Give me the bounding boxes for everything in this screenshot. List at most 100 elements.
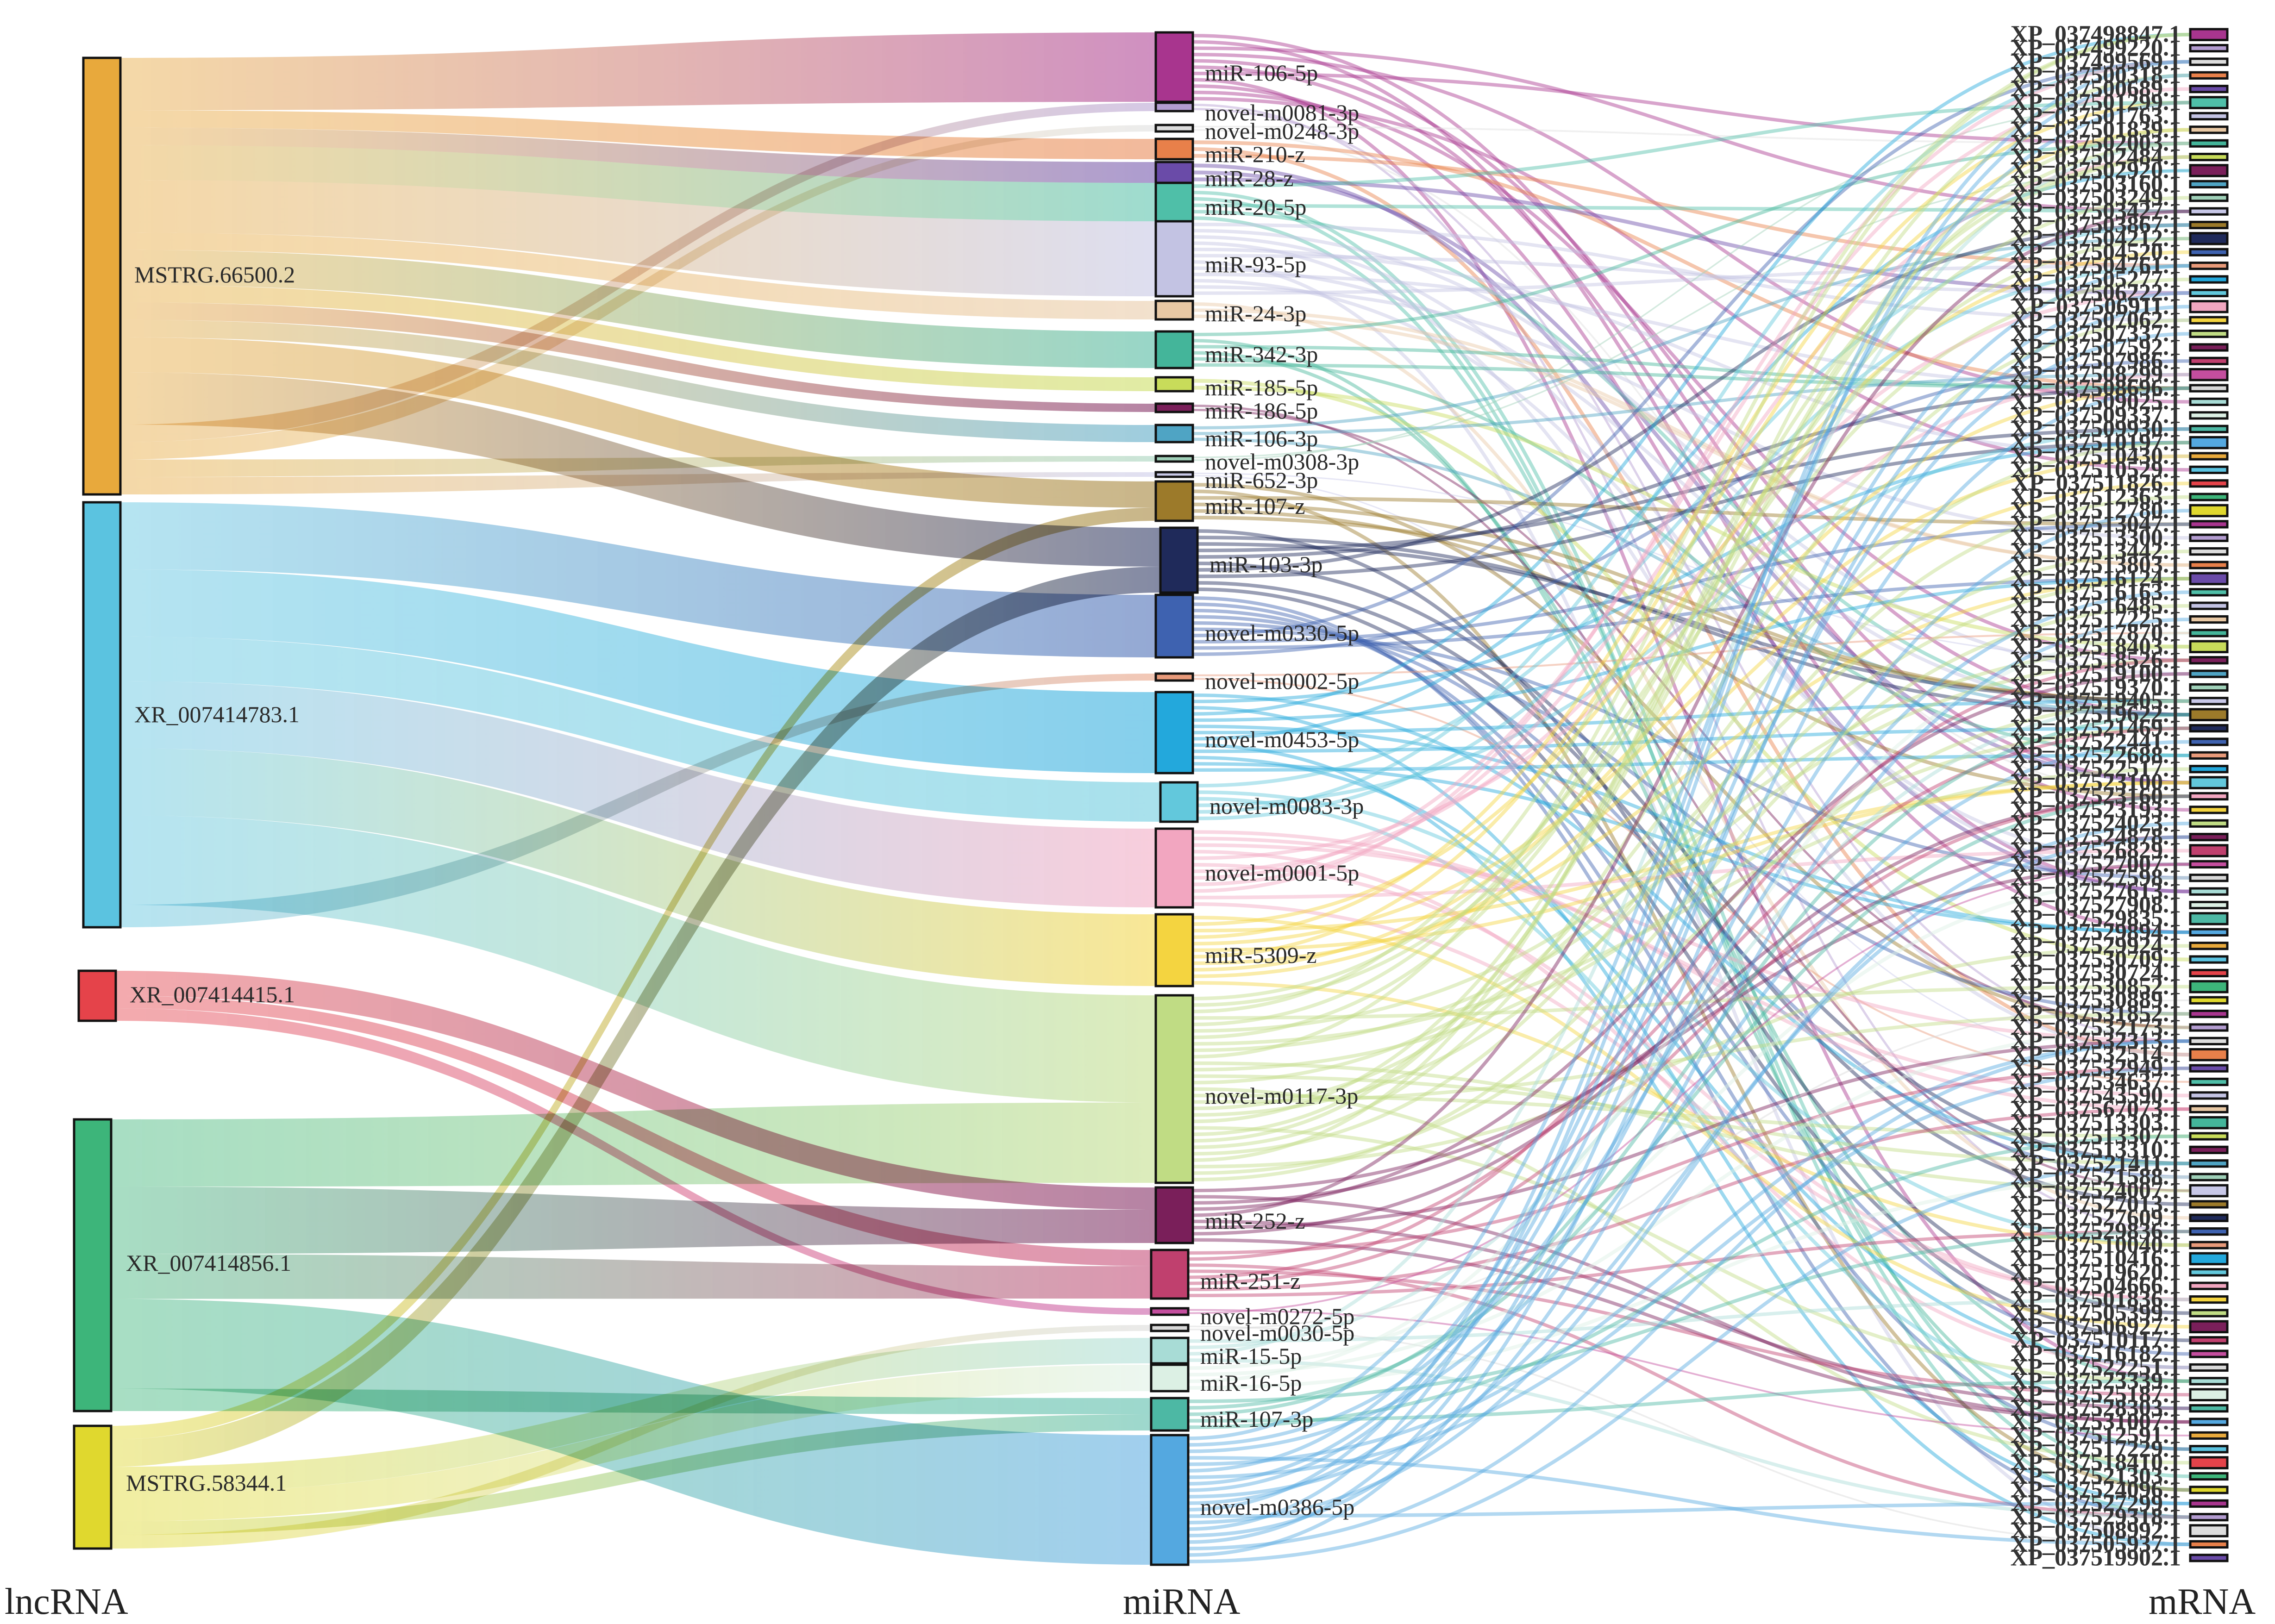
mrna-node xyxy=(2189,1132,2229,1141)
link-mstrg-66500-2-mir-93-5p xyxy=(120,180,1156,296)
mrna-label: XP_037507062.1 xyxy=(2011,307,2181,333)
lncrna-label-mstrg-58344-1: MSTRG.58344.1 xyxy=(126,1470,287,1496)
mrna-node xyxy=(2189,465,2229,474)
mirna-mrna-link xyxy=(1192,754,2191,772)
mirna-mrna-link xyxy=(1192,1061,2191,1193)
mirna-label-novel-m0002-5p: novel-m0002-5p xyxy=(1205,668,1359,694)
mrna-label: XP_037510416.1 xyxy=(2011,1245,2181,1272)
mirna-mrna-link xyxy=(1188,821,2191,1524)
mrna-node xyxy=(2189,1281,2229,1290)
mrna-label: XP_037513300.1 xyxy=(2011,525,2181,551)
mrna-node xyxy=(2189,356,2229,365)
mirna-mrna-link xyxy=(1192,794,2191,1236)
mrna-label: XP_037512363.1 xyxy=(2011,484,2181,510)
mrna-node xyxy=(2189,1184,2229,1198)
mrna-label: XP_037509025.1 xyxy=(2011,388,2181,415)
mirna-mrna-link xyxy=(1188,794,2191,1285)
mirna-mrna-link xyxy=(1188,1039,2191,1550)
mirna-mrna-link xyxy=(1197,427,2191,552)
mirna-mrna-link xyxy=(1192,379,2191,962)
mrna-label: XP_037512780.1 xyxy=(2011,497,2181,524)
mirna-label-novel-m0083-3p: novel-m0083-3p xyxy=(1210,793,1364,819)
mirna-mrna-link xyxy=(1192,577,2191,1117)
mirna-mrna-link xyxy=(1192,767,2191,1046)
mrna-label: XP_037524023.1 xyxy=(2011,810,2181,837)
link-xr-007414783-1-novel-m0330-5p xyxy=(120,502,1156,657)
mrna-label: XP_037499220.1 xyxy=(2011,35,2181,61)
mrna-node xyxy=(2189,1173,2229,1181)
mirna-mrna-link xyxy=(1197,427,2191,807)
mirna-node-mir-186-5p xyxy=(1154,402,1194,413)
mirna-mrna-link xyxy=(1192,264,2191,295)
mirna-label-mir-20-5p: miR-20-5p xyxy=(1205,194,1306,220)
mrna-node xyxy=(2189,1540,2229,1549)
lncrna-node-xr-007414415-1 xyxy=(77,969,117,1022)
mrna-label: XP_037505399.1 xyxy=(2011,1299,2181,1326)
mrna-node xyxy=(2189,1388,2229,1401)
mrna-label: XP_037524096.1 xyxy=(2011,1476,2181,1503)
mrna-label: XP_037499569.1 xyxy=(2011,48,2181,75)
mirna-mrna-link xyxy=(1192,454,2191,946)
mirna-mrna-link xyxy=(1192,100,2191,939)
mrna-node xyxy=(2189,547,2229,556)
lncrna-nodes: MSTRG.66500.2 XR_007414783.1 XR_007414415.… xyxy=(73,56,300,1550)
mrna-label: XP_037503160.1 xyxy=(2011,171,2181,197)
mrna-node xyxy=(2189,928,2229,937)
lncrna-mirna-links xyxy=(111,32,1160,1565)
mirna-mrna-link xyxy=(1192,437,2191,717)
link-xr-007414856-1-novel-m0117-3p xyxy=(111,1102,1156,1187)
mirna-mrna-link xyxy=(1192,781,2191,952)
mirna-mrna-link xyxy=(1192,209,2191,1217)
mirna-mrna-link xyxy=(1192,302,2191,1220)
link-xr-007414783-1-novel-m0002-5p xyxy=(120,674,1156,927)
link-xr-007414783-1-novel-m0083-3p xyxy=(120,636,1160,822)
mrna-label: XP_037506222.1 xyxy=(2011,280,2181,306)
mirna-node-mir-106-3p xyxy=(1154,424,1194,443)
mrna-node xyxy=(2189,300,2229,313)
mirna-mrna-link xyxy=(1188,876,2191,1370)
mirna-mrna-link xyxy=(1192,835,2191,1205)
mirna-mrna-link xyxy=(1188,999,2191,1330)
mirna-mrna-link xyxy=(1192,78,2191,1383)
mirna-mrna-link xyxy=(1188,291,2191,1486)
lncrna-label-mstrg-66500-2: MSTRG.66500.2 xyxy=(134,262,295,287)
mirna-mrna-link xyxy=(1192,197,2191,1519)
mirna-mrna-link xyxy=(1188,1263,2191,1519)
mrna-node xyxy=(2189,615,2229,624)
mirna-mrna-link xyxy=(1192,71,2191,145)
mrna-label: XP_037567073.1 xyxy=(2011,1096,2181,1122)
mirna-mrna-link xyxy=(1192,169,2191,741)
mrna-node xyxy=(2189,1145,2229,1155)
mrna-label: XP_037498847.1 xyxy=(2011,21,2181,48)
mirna-mrna-link xyxy=(1192,577,2191,722)
mrna-node xyxy=(2189,980,2229,993)
mirna-node-mir-28-z xyxy=(1154,161,1194,184)
mirna-mrna-link xyxy=(1192,90,2191,662)
mirna-mrna-link xyxy=(1188,332,2191,1492)
mrna-label: XP_037513303.1 xyxy=(2011,1109,2181,1136)
mrna-label: XP_037523100.1 xyxy=(2011,769,2181,796)
mirna-mrna-link xyxy=(1192,84,2191,934)
mrna-label: XP_037531007.1 xyxy=(2011,1409,2181,1435)
mirna-mrna-link xyxy=(1197,797,2191,1411)
mirna-mrna-link xyxy=(1192,40,2191,893)
mrna-label: XP_037524878.1 xyxy=(2011,824,2181,850)
mirna-mrna-link xyxy=(1192,405,2191,1192)
mirna-mrna-link xyxy=(1192,475,2191,1069)
mrna-label: XP_037504761.1 xyxy=(2011,252,2181,279)
mirna-mrna-link xyxy=(1192,981,2191,1247)
mirna-mrna-link xyxy=(1188,1039,2191,1466)
mirna-label-mir-106-5p: miR-106-5p xyxy=(1205,60,1318,86)
mrna-label: XP_037509930.1 xyxy=(2011,416,2181,442)
mirna-mrna-link xyxy=(1192,163,2191,893)
mrna-label: XP_037518526.1 xyxy=(2011,647,2181,673)
mrna-label: XP_037508992.1 xyxy=(2011,1518,2181,1544)
mrna-node xyxy=(2189,588,2229,597)
mrna-node xyxy=(2189,1077,2229,1087)
mrna-label: XP_037512591.1 xyxy=(2011,1422,2181,1449)
mrna-label: XP_037510117.1 xyxy=(2012,1327,2181,1353)
lncrna-node-mstrg-66500-2 xyxy=(82,56,122,496)
mirna-mrna-link xyxy=(1192,177,2191,295)
mirna-mrna-link xyxy=(1192,409,2191,1029)
mrna-node xyxy=(2189,329,2229,338)
